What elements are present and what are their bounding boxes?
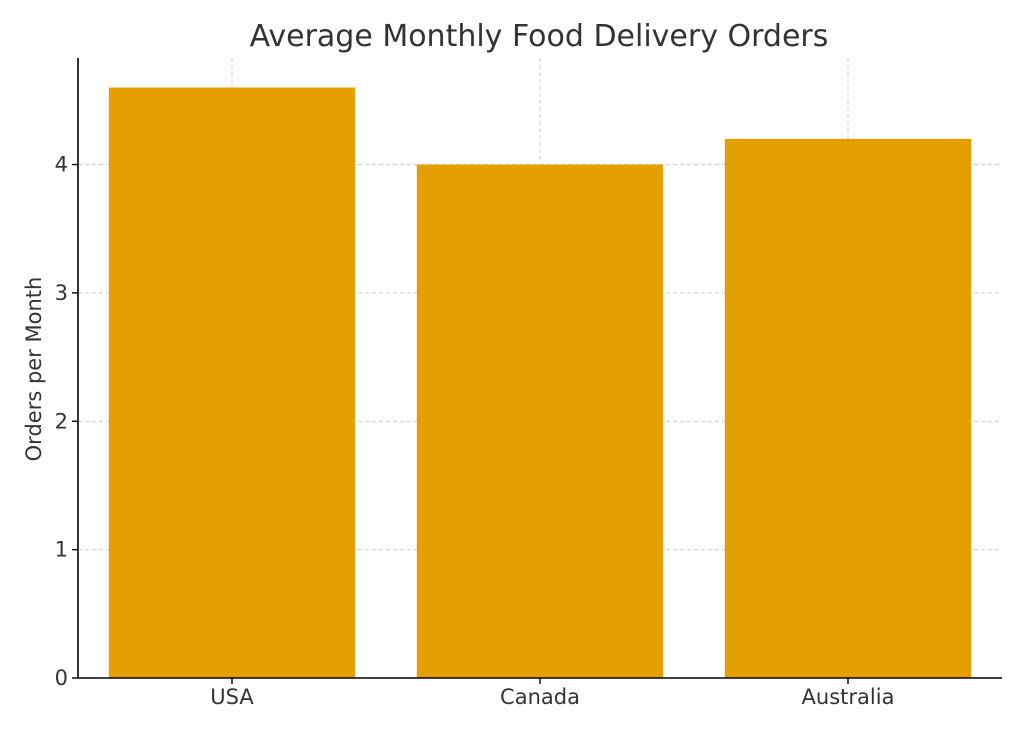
x-tick-label: USA xyxy=(210,685,254,709)
y-tick-label: 2 xyxy=(55,409,68,433)
bar-canada xyxy=(416,164,664,678)
y-axis-label: Orders per Month xyxy=(22,277,46,462)
bars xyxy=(108,87,972,679)
y-tick-label: 4 xyxy=(55,153,68,177)
x-tick-label: Australia xyxy=(802,685,895,709)
y-tick-label: 1 xyxy=(55,538,68,562)
chart-title: Average Monthly Food Delivery Orders xyxy=(250,19,829,54)
bar-australia xyxy=(724,138,972,678)
tick-labels: 0 1 2 3 4 USA Canada Australia xyxy=(55,153,895,709)
y-tick-label: 0 xyxy=(55,666,68,690)
bar-usa xyxy=(108,87,356,679)
axes xyxy=(72,58,1002,684)
y-tick-label: 3 xyxy=(55,281,68,305)
x-tick-label: Canada xyxy=(500,685,580,709)
